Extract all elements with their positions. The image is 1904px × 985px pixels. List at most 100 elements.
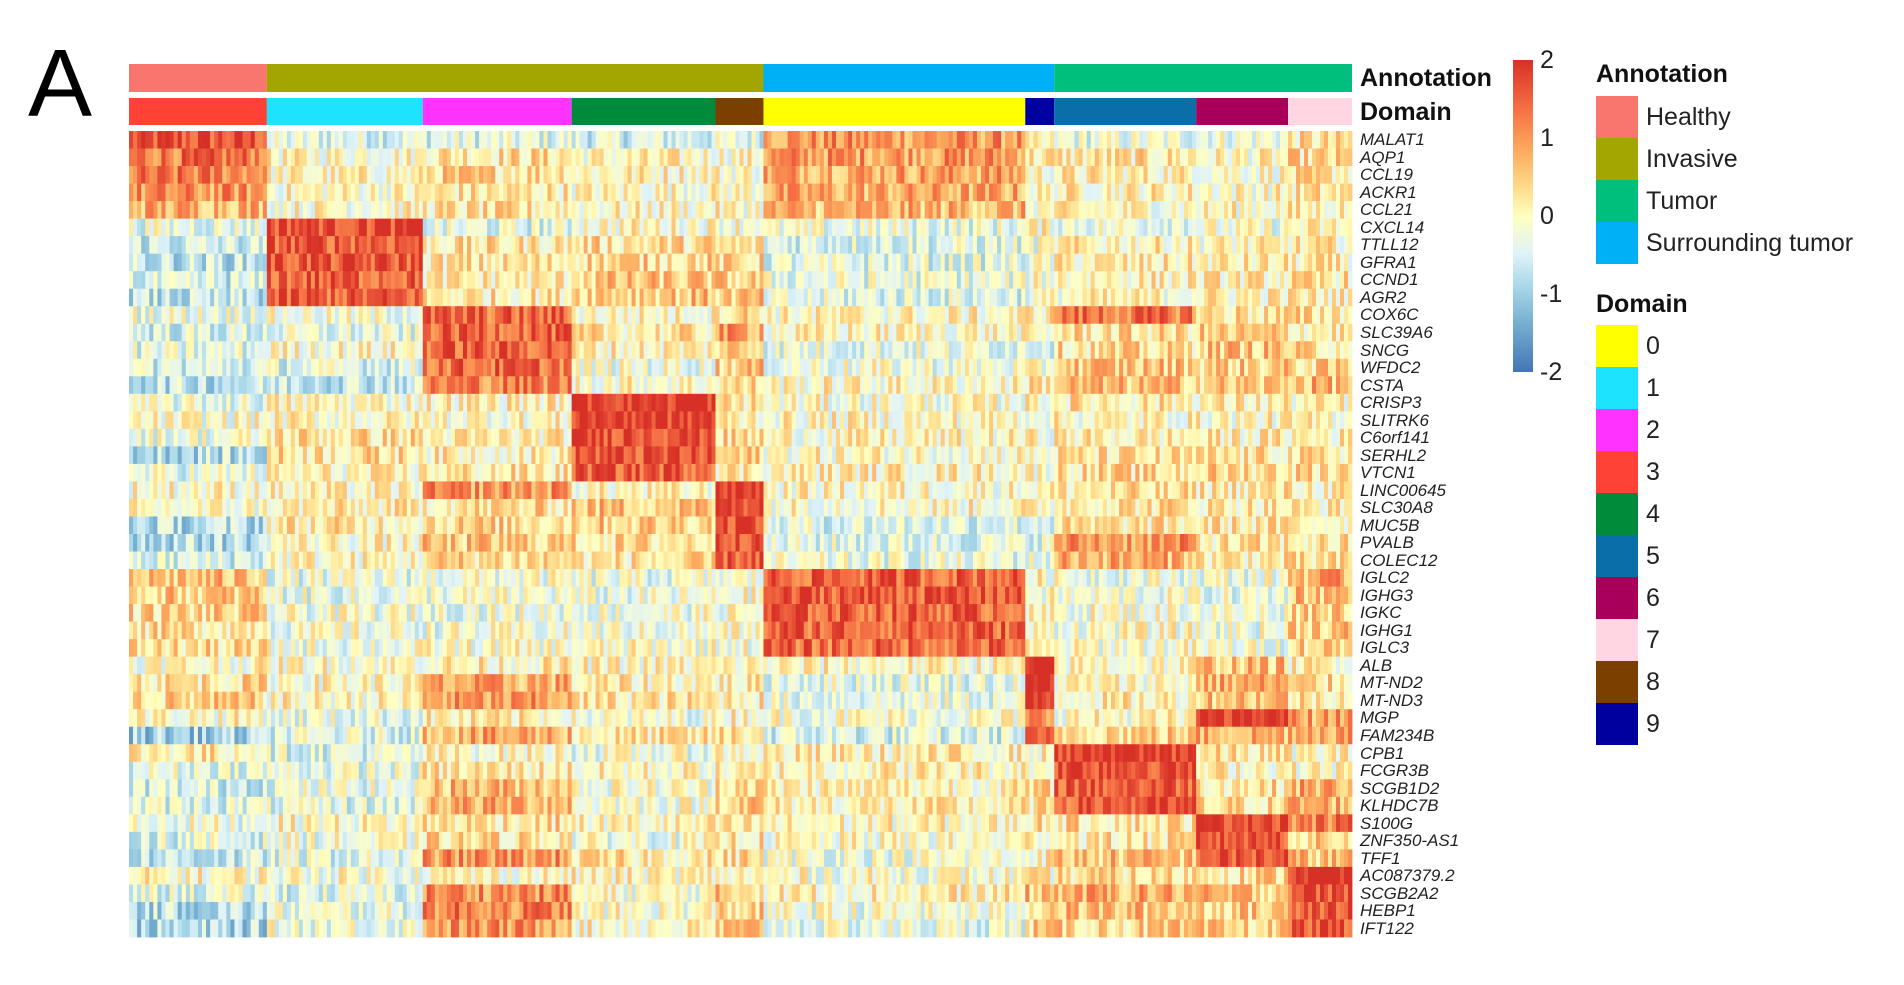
heatmap-cell <box>823 166 829 184</box>
heatmap-cell <box>454 358 460 377</box>
heatmap-cell <box>238 271 243 290</box>
heatmap-cell <box>892 236 897 255</box>
heatmap-cell <box>1328 306 1333 325</box>
heatmap-cell <box>1348 376 1353 395</box>
heatmap-cell <box>1280 306 1285 325</box>
heatmap-cell <box>161 376 166 395</box>
heatmap-cell <box>1078 288 1084 307</box>
heatmap-cell <box>908 376 913 395</box>
heatmap-cell <box>334 306 340 325</box>
heatmap-cell <box>803 131 809 149</box>
heatmap-cell <box>755 148 760 167</box>
heatmap-cell <box>450 131 456 149</box>
heatmap-cell <box>1110 271 1116 290</box>
heatmap-cell <box>434 131 440 149</box>
heatmap-cell <box>390 253 396 272</box>
heatmap-cell <box>386 306 392 325</box>
heatmap-cell <box>795 306 801 325</box>
heatmap-cell <box>1143 201 1148 220</box>
heatmap-cell <box>1037 323 1043 342</box>
heatmap-cell <box>1163 148 1169 167</box>
heatmap-cell <box>145 166 150 184</box>
heatmap-cell <box>197 306 203 325</box>
heatmap-cell <box>1090 323 1096 342</box>
heatmap-cell <box>153 183 158 202</box>
heatmap-cell <box>515 148 520 167</box>
heatmap-cell <box>306 236 312 255</box>
heatmap-cell <box>687 323 692 342</box>
heatmap-cell <box>1159 253 1165 272</box>
heatmap-cell <box>755 131 760 149</box>
heatmap-cell <box>1066 341 1071 360</box>
heatmap-cell <box>1260 376 1265 395</box>
heatmap-cell <box>230 341 235 360</box>
heatmap-cell <box>234 236 239 255</box>
heatmap-cell <box>1208 358 1213 377</box>
heatmap-cell <box>567 166 573 184</box>
heatmap-cell <box>997 183 1002 202</box>
heatmap-cell <box>483 183 488 202</box>
heatmap-cell <box>1094 323 1100 342</box>
heatmap-cell <box>1119 306 1124 325</box>
heatmap-cell <box>454 306 460 325</box>
heatmap-cell <box>1208 253 1213 272</box>
heatmap-cell <box>864 393 869 412</box>
heatmap-cell <box>238 376 243 395</box>
heatmap-cell <box>458 393 464 412</box>
heatmap-cell <box>831 148 837 167</box>
heatmap-cell <box>747 341 752 360</box>
heatmap-cell <box>246 253 252 272</box>
heatmap-cell <box>286 271 292 290</box>
heatmap-cell <box>1058 271 1063 290</box>
heatmap-cell <box>583 218 589 237</box>
heatmap-cell <box>266 131 272 149</box>
heatmap-cell <box>1308 183 1313 202</box>
heatmap-cell <box>916 288 921 307</box>
heatmap-cell <box>487 201 492 220</box>
heatmap-cell <box>1050 358 1055 377</box>
domain-segment-7 <box>1288 98 1352 125</box>
heatmap-cell <box>719 341 724 360</box>
heatmap-cell <box>587 148 593 167</box>
heatmap-cell <box>1090 271 1096 290</box>
heatmap-cell <box>442 253 448 272</box>
heatmap-cell <box>1232 323 1237 342</box>
heatmap-cell <box>193 201 199 220</box>
heatmap-cell <box>467 253 472 272</box>
heatmap-cell <box>1232 358 1237 377</box>
heatmap-cell <box>226 323 231 342</box>
heatmap-cell <box>282 288 288 307</box>
heatmap-cell <box>523 218 528 237</box>
heatmap-cell <box>274 323 280 342</box>
heatmap-cell <box>206 218 211 237</box>
annotation-segment-surrounding-tumor <box>763 64 1055 92</box>
heatmap-cell <box>471 288 476 307</box>
heatmap-cell <box>458 166 464 184</box>
heatmap-cell <box>683 201 688 220</box>
heatmap-cell <box>1143 323 1148 342</box>
heatmap-cell <box>141 393 146 412</box>
heatmap-cell <box>454 323 460 342</box>
heatmap-cell-block <box>1054 271 1197 290</box>
heatmap-cell <box>1268 341 1273 360</box>
heatmap-cell <box>507 201 512 220</box>
heatmap-cell <box>631 218 636 237</box>
heatmap-cell <box>591 253 597 272</box>
heatmap-cell <box>860 166 865 184</box>
heatmap-cell <box>856 288 861 307</box>
heatmap-cell <box>310 131 316 149</box>
heatmap-cell <box>727 306 732 325</box>
heatmap-cell <box>1163 253 1169 272</box>
heatmap-cell <box>1147 218 1152 237</box>
heatmap-cell <box>679 201 684 220</box>
heatmap-cell <box>1320 288 1325 307</box>
heatmap-cell <box>402 183 408 202</box>
heatmap-cell <box>599 288 605 307</box>
heatmap-cell <box>258 201 264 220</box>
heatmap-cell <box>1288 341 1293 360</box>
heatmap-cell <box>246 148 252 167</box>
heatmap-cell <box>1013 218 1018 237</box>
heatmap-cell <box>611 306 617 325</box>
heatmap-cell <box>129 218 134 237</box>
heatmap-cell <box>952 201 958 220</box>
